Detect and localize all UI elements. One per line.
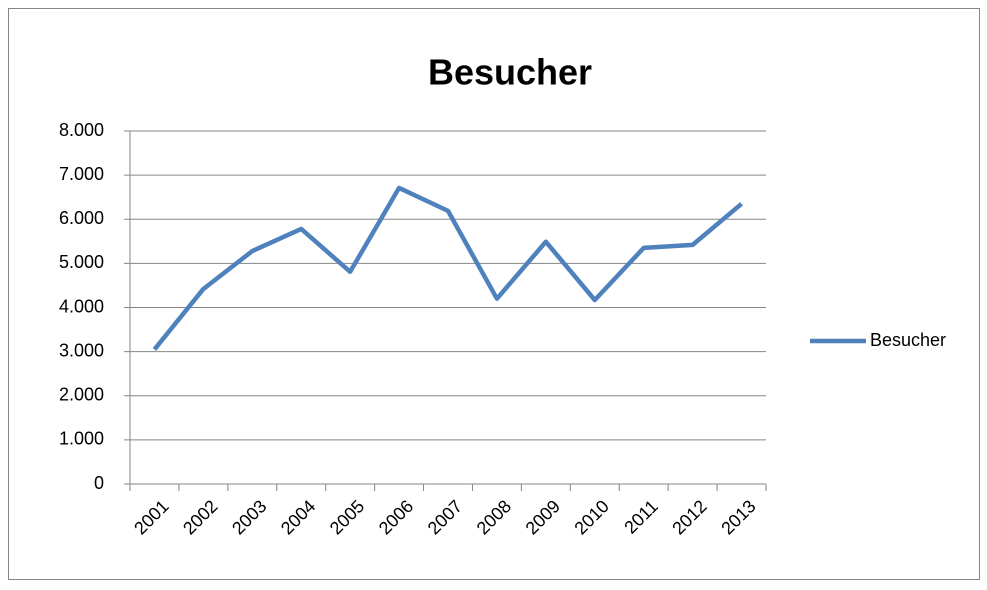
legend-label: Besucher (870, 330, 946, 350)
y-tick-label: 7.000 (59, 164, 104, 184)
y-tick-label: 4.000 (59, 296, 104, 316)
y-tick-label: 6.000 (59, 208, 104, 228)
y-tick-label: 8.000 (59, 120, 104, 140)
y-tick-label: 5.000 (59, 252, 104, 272)
y-tick-label: 1.000 (59, 429, 104, 449)
y-tick-label: 0 (94, 473, 104, 493)
data-line (152, 185, 743, 351)
y-tick-label: 3.000 (59, 340, 104, 360)
chart-title: Besucher (428, 52, 592, 93)
y-tick-label: 2.000 (59, 385, 104, 405)
